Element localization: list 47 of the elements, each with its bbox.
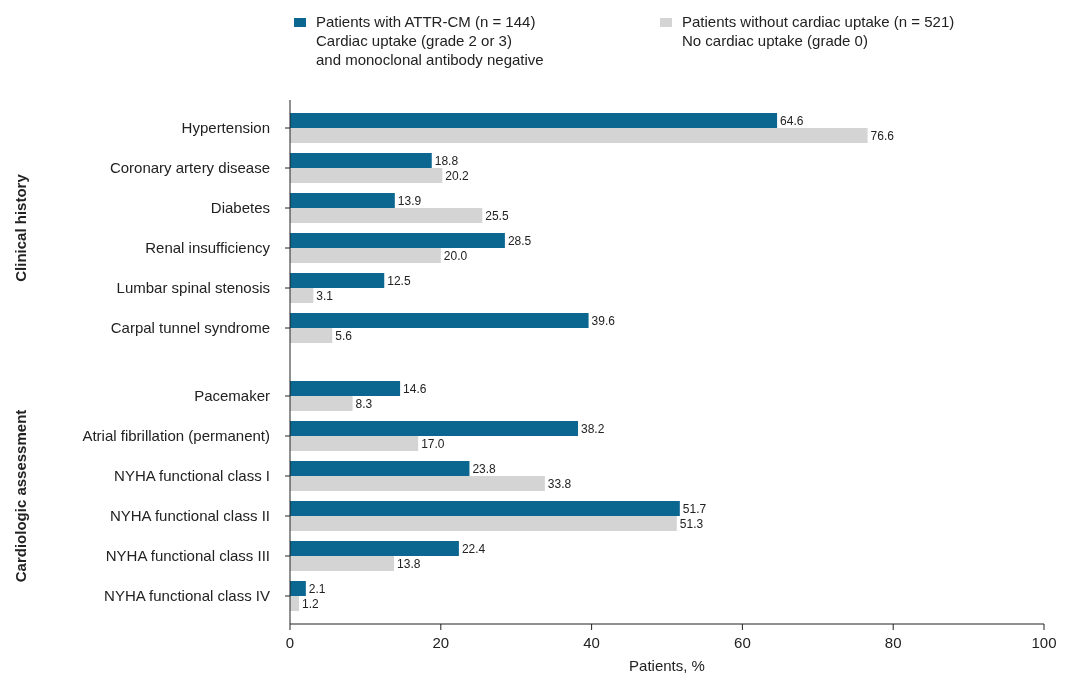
data-label: 76.6 (870, 128, 895, 143)
x-tick-label: 20 (432, 634, 450, 651)
legend-label: Patients with ATTR-CM (n = 144) Cardiac uptake (grade 2 or 3) and monoclonal antibody negative (316, 13, 544, 68)
data-label: 64.6 (780, 113, 804, 128)
data-label: 39.6 (591, 313, 616, 328)
text: Cardiologic assessment (12, 409, 29, 583)
data-label: 8.3 (355, 396, 373, 411)
data-label: 51.7 (682, 501, 707, 516)
data-label: 28.5 (507, 233, 532, 248)
y-tick-label: Pacemaker (194, 387, 270, 404)
y-tick-label: Renal insufficiency (145, 239, 271, 256)
y-tick-label: Lumbar spinal stenosis (116, 279, 270, 296)
x-tick-label: 0 (285, 634, 295, 651)
y-tick-label: Coronary artery disease (109, 159, 270, 176)
data-label: 1.2 (302, 596, 320, 611)
data-label: 38.2 (581, 421, 605, 436)
y-tick-label: NYHA functional class IV (104, 587, 270, 604)
data-label: 17.0 (421, 436, 445, 451)
y-tick-label: Diabetes (210, 199, 270, 216)
y-tick-label: NYHA functional class II (109, 507, 270, 524)
data-label: 12.5 (387, 273, 411, 288)
y-tick-label: NYHA functional class I (114, 467, 270, 484)
data-label: 20.2 (445, 168, 469, 183)
legend-label: Patients without cardiac uptake (n = 521) No cardiac uptake (grade 0) (682, 13, 955, 49)
data-label: 3.1 (316, 288, 334, 303)
x-tick-label: 100 (1031, 634, 1057, 651)
data-label: 33.8 (547, 476, 572, 491)
data-label: 5.6 (335, 328, 353, 343)
x-tick-label: 60 (734, 634, 751, 651)
data-label: 13.9 (397, 193, 422, 208)
y-tick-label: Atrial fibrillation (permanent) (82, 427, 270, 444)
data-label: 14.6 (403, 381, 427, 396)
x-tick-label: 40 (583, 634, 600, 651)
data-label: 22.4 (461, 541, 486, 556)
y-tick-label: Hypertension (181, 119, 270, 136)
data-label: 2.1 (308, 581, 326, 596)
x-axis-title: Patients, % (629, 657, 705, 674)
x-tick-label: 80 (884, 634, 902, 651)
y-tick-label: NYHA functional class III (105, 547, 270, 564)
data-label: 18.8 (434, 153, 459, 168)
data-label: 25.5 (485, 208, 509, 223)
data-label: 13.8 (397, 556, 421, 571)
y-tick-label: Carpal tunnel syndrome (110, 319, 270, 336)
data-label: 20.0 (443, 248, 468, 263)
data-label: 23.8 (472, 461, 497, 476)
text: Clinical history (12, 173, 29, 282)
data-label: 51.3 (679, 516, 704, 531)
